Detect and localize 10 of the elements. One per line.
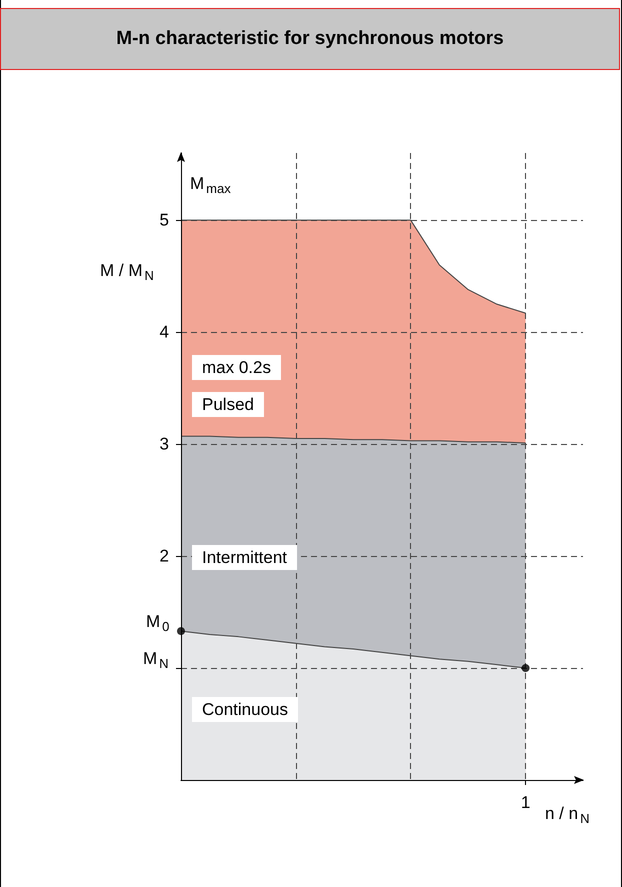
- annotation: Pulsed: [202, 395, 254, 414]
- chart-title: M-n characteristic for synchronous motors: [0, 8, 620, 70]
- y-tick-label: 3: [160, 434, 169, 454]
- x-tick-label: 1: [520, 793, 530, 812]
- y-tick-label: 2: [160, 546, 169, 566]
- annotation: Continuous: [202, 700, 288, 719]
- y-tick-label: 4: [160, 322, 169, 342]
- annotation: Intermittent: [202, 548, 288, 567]
- y-tick-label: 5: [160, 210, 169, 230]
- annotation: max 0.2s: [202, 358, 271, 377]
